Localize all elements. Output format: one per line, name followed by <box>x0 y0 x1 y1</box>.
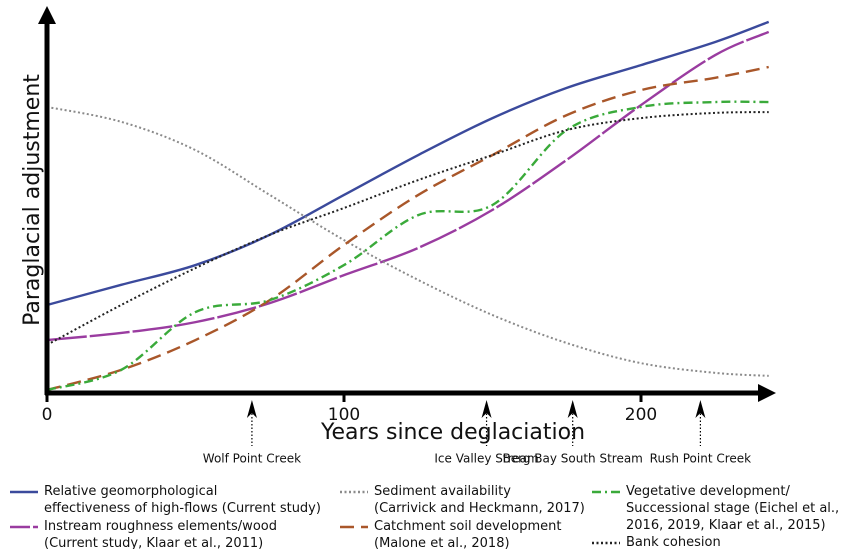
y-axis-arrow <box>38 6 56 24</box>
site-arrow <box>246 400 257 418</box>
legend-label: Bank cohesion <box>626 535 721 549</box>
x-axis-arrow <box>758 384 776 402</box>
site-label: Berg Bay South Stream <box>502 452 642 466</box>
series-line <box>46 111 769 346</box>
x-tick-label: 200 <box>625 405 657 425</box>
series-line <box>46 65 769 392</box>
x-tick-label: 100 <box>328 405 360 425</box>
legend-label: Sediment availability (Carrivick and Hec… <box>374 484 585 516</box>
site-label: Ice Valley Stream <box>434 452 538 466</box>
series-line <box>46 100 769 392</box>
x-tick-label: 0 <box>42 405 53 425</box>
series-line <box>46 30 770 342</box>
legend-label: Vegetative development/ Successional sta… <box>626 484 840 533</box>
series-line <box>46 20 770 307</box>
site-label: Rush Point Creek <box>650 452 752 466</box>
site-arrow <box>695 400 706 418</box>
y-axis-label: Paraglacial adjustment <box>20 74 45 326</box>
series-line <box>46 105 769 377</box>
site-arrow <box>567 400 578 418</box>
legend-label: Catchment soil development (Malone et al… <box>374 519 562 549</box>
site-arrow <box>481 400 492 418</box>
x-axis-label: Years since deglaciation <box>320 420 585 445</box>
legend-label: Relative geomorphological effectiveness … <box>44 484 321 516</box>
site-label: Wolf Point Creek <box>203 452 301 466</box>
legend-label: Instream roughness elements/wood (Curren… <box>44 519 277 549</box>
